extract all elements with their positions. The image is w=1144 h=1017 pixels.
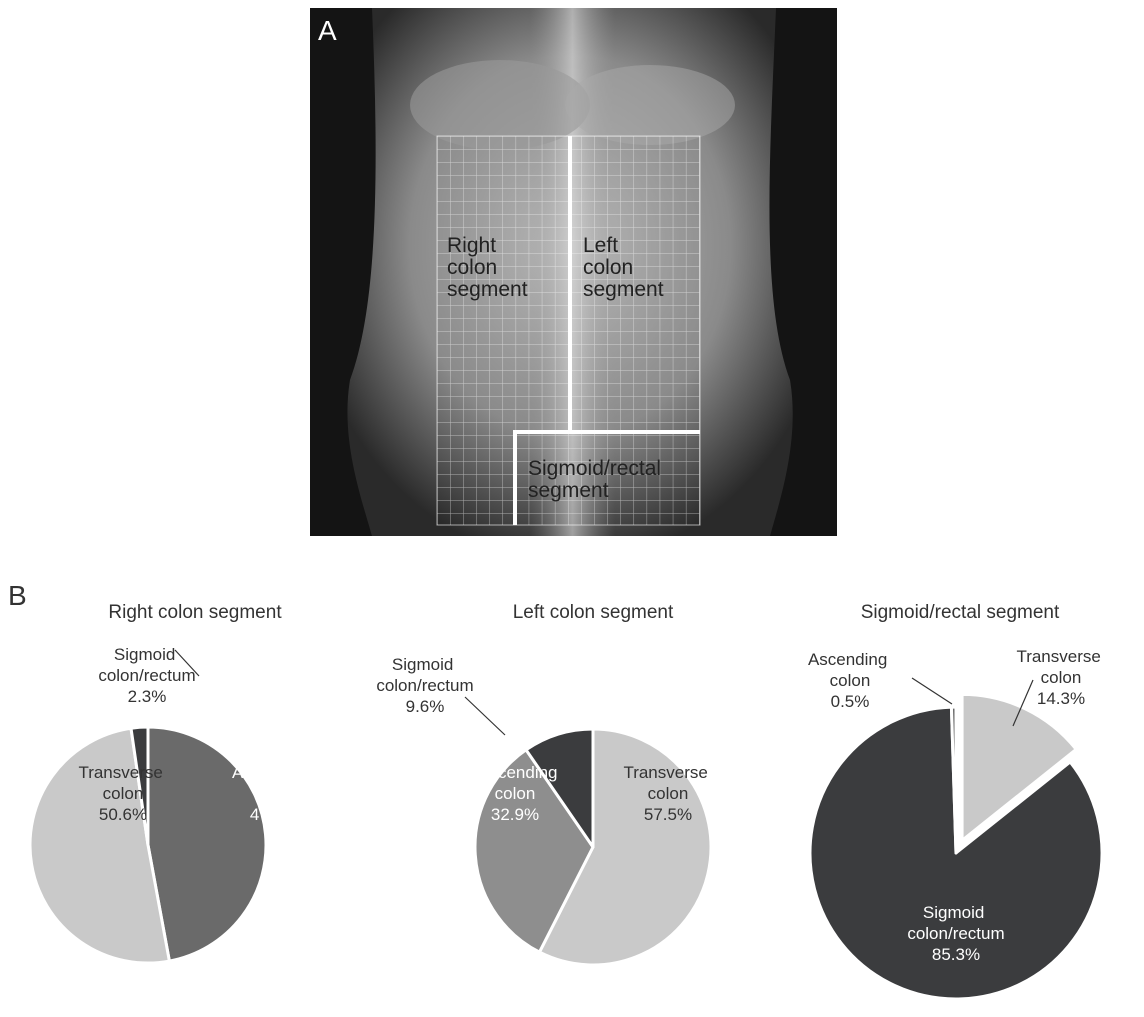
chart-title: Right colon segment [108,602,282,623]
image-label: Sigmoid/rectal segment [528,457,667,502]
xray-image [310,8,837,536]
slice-label: Transverse colon [623,763,712,803]
slice-value-label: 85.3% [932,945,980,964]
leader-line [174,649,200,677]
leader-line [1012,679,1034,727]
pie-slice [28,726,171,965]
slice-value-label: 9.6% [406,697,445,716]
slice-label: Transverse colon [78,763,167,803]
slice-value-label: 2.3% [128,687,167,706]
pie-slice [129,725,150,847]
slice-label: Sigmoid colon/rectum [376,655,473,695]
slice-value-label: 0.5% [831,692,870,711]
pie-slice [960,692,1078,842]
panel-label: B [8,580,27,611]
image-label: Left colon segment [583,234,664,301]
image-label: Right colon segment [447,234,528,301]
panel-label: A [318,15,337,46]
pie-slice [473,748,595,954]
slice-value-label: 50.6% [99,805,147,824]
slice-value-label: 14.3% [1037,689,1085,708]
slice-label: Transverse colon [1016,647,1105,687]
slice-label: Sigmoid colon/rectum [907,903,1004,943]
slice-value-label: 47.1% [250,805,298,824]
slice-label: Sigmoid colon/rectum [98,645,195,685]
leader-line [464,696,506,736]
slice-label: Ascending colon [232,763,316,803]
pie-slice [146,725,268,963]
pie-slice [949,705,958,855]
slice-value-label: 57.5% [644,805,692,824]
pie-slice [524,727,595,849]
chart-title: Left colon segment [513,602,674,623]
chart-title: Sigmoid/rectal segment [861,602,1060,623]
slice-label: Ascending colon [808,650,892,690]
pie-slice [537,727,713,967]
slice-label: Descending colon [468,763,563,803]
leader-line [911,677,953,705]
slice-value-label: 32.9% [491,805,539,824]
